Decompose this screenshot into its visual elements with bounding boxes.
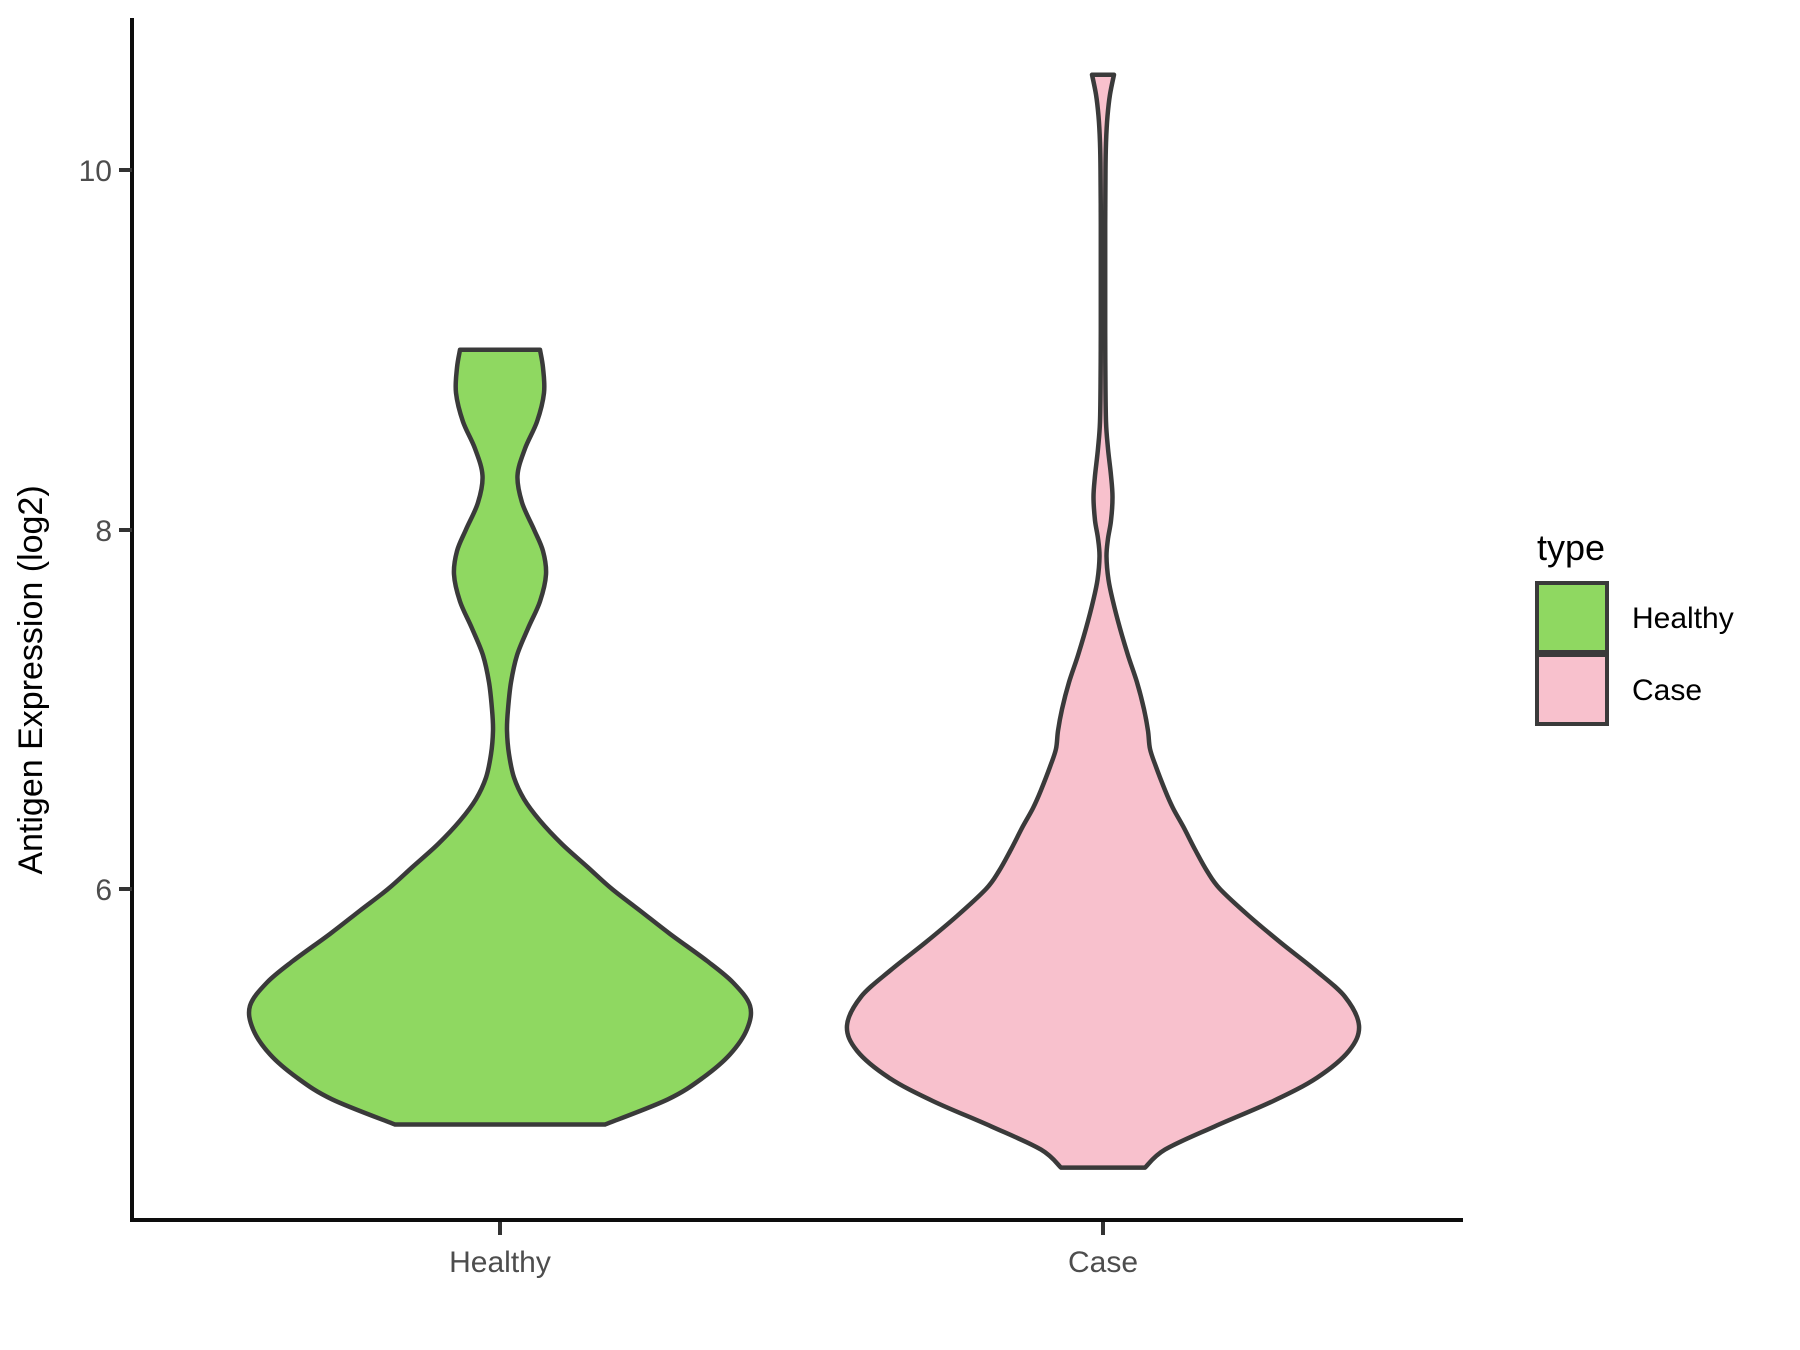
y-tick-label-6: 6 [95, 874, 112, 907]
x-axis: Healthy Case [130, 1218, 1463, 1279]
legend-title: type [1537, 527, 1605, 568]
y-axis: 10 8 6 [79, 18, 134, 1222]
y-axis-title: Antigen Expression (log2) [12, 485, 50, 874]
legend-label-case: Case [1632, 674, 1702, 707]
violin-healthy [246, 347, 754, 1127]
y-tick-label-8: 8 [95, 515, 112, 548]
legend-swatch-healthy [1535, 581, 1609, 654]
legend-swatch-case [1535, 653, 1609, 726]
violins-group [246, 72, 1362, 1170]
x-tick-label-case: Case [1068, 1246, 1138, 1279]
x-tick-label-healthy: Healthy [449, 1246, 551, 1279]
violin-case [844, 72, 1362, 1170]
legend-label-healthy: Healthy [1632, 602, 1734, 635]
legend: type Healthy Case [1535, 527, 1734, 726]
y-tick-label-10: 10 [79, 155, 112, 188]
